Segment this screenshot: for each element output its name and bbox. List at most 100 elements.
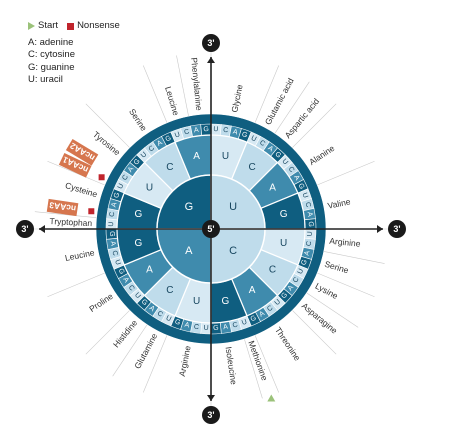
aa-ray — [85, 103, 130, 148]
aa-ray — [85, 310, 130, 355]
third-base-label: U — [113, 259, 121, 266]
second-base-label: A — [193, 151, 200, 162]
axis-arrow-icon — [377, 225, 383, 233]
third-base-label: G — [117, 268, 126, 276]
first-base-label: C — [229, 245, 237, 257]
third-base-label: A — [258, 310, 266, 319]
second-base-label: A — [146, 265, 153, 276]
amino-acid-label: Asparagine — [300, 301, 340, 336]
legend-start-label: Start — [38, 20, 59, 31]
axes: 3' 3' 3' 3' 5' — [16, 34, 406, 424]
markers — [88, 174, 276, 402]
third-base-label: G — [140, 298, 149, 307]
third-base-label: A — [121, 276, 130, 284]
amino-acid-label: Histidine — [111, 318, 140, 350]
second-base-label: G — [135, 209, 143, 220]
ncaa-tag-bg — [58, 153, 92, 178]
amino-acid-label: Phenylalanine — [189, 57, 204, 111]
third-base-label: C — [184, 128, 191, 136]
legend-base-guanine: G: guanine — [28, 61, 75, 73]
third-base-label: U — [117, 183, 125, 191]
second-base-label: C — [269, 265, 276, 276]
third-base-label: G — [108, 231, 115, 237]
amino-acid-label: Tryptophan — [49, 216, 92, 228]
second-base-label: U — [146, 182, 153, 193]
third-base-label: G — [250, 315, 258, 324]
third-base-label: U — [133, 292, 142, 300]
third-base-label: A — [109, 241, 117, 247]
amino-acid-label: Cysteine — [64, 180, 99, 199]
second-base-label: C — [248, 162, 255, 173]
third-base-label: A — [156, 139, 164, 148]
aa-ray — [47, 272, 105, 298]
amino-acid-label: Glycine — [229, 83, 244, 113]
second-base-label: G — [222, 296, 230, 307]
first-base-U — [210, 174, 266, 230]
third-base-label: A — [287, 284, 296, 292]
second-base-label: U — [280, 238, 287, 249]
first-base-label: U — [229, 201, 237, 213]
third-base-label: C — [306, 241, 314, 247]
axis-end-label: 3' — [207, 410, 214, 420]
amino-acid-label: Arginine — [329, 236, 361, 249]
third-base-label: C — [127, 284, 136, 292]
nonsense-square-icon — [67, 22, 75, 30]
third-base-label: G — [307, 221, 314, 227]
third-base-label: A — [232, 129, 239, 137]
axis-end-label: 3' — [207, 38, 214, 48]
aa-ray — [292, 103, 337, 148]
third-base-label: A — [127, 166, 136, 174]
second-base-label: C — [166, 285, 173, 296]
amino-acid-label: Threonine — [273, 325, 303, 363]
amino-acid-label: Alanine — [307, 143, 336, 167]
third-base-label: C — [148, 145, 156, 154]
amino-acid-label: Aspartic acid — [283, 96, 322, 140]
third-base-label: C — [258, 139, 266, 148]
third-base-label: A — [223, 324, 229, 332]
axis-end-label: 3' — [21, 224, 28, 234]
nonsense-marker-icon — [88, 208, 95, 215]
third-base-label: U — [307, 231, 314, 236]
third-base-label: A — [148, 305, 156, 314]
amino-acid-label: Methionine — [246, 339, 270, 382]
aa-ray — [317, 272, 375, 298]
third-base-label: C — [232, 322, 239, 330]
amino-acid-label: Serine — [127, 107, 149, 133]
axis-end-badge — [202, 34, 220, 52]
third-base-label: U — [108, 221, 115, 226]
third-base-label: C — [223, 127, 229, 135]
aa-ray — [112, 324, 148, 377]
third-base-label: A — [194, 127, 200, 135]
aa-ray — [244, 338, 263, 399]
amino-acid-label: Serine — [323, 259, 350, 276]
legend-base-cytosine: C: cytosine — [28, 49, 75, 60]
third-base-label: G — [164, 135, 172, 144]
ncaa-tag-bg — [46, 198, 79, 217]
axis-arrow-icon — [207, 57, 215, 63]
amino-acid-label: Isoleucine — [224, 346, 240, 386]
third-base-label: U — [297, 268, 305, 276]
second-base-label: A — [269, 182, 276, 193]
aa-ray — [254, 335, 280, 393]
third-base-label: G — [297, 182, 306, 190]
third-base-label: A — [111, 201, 119, 208]
aa-ray — [176, 55, 189, 117]
third-base-label: A — [184, 322, 191, 330]
amino-acid-label: Arginine — [177, 344, 193, 377]
axis-end-badge — [16, 220, 34, 238]
aa-ray — [142, 65, 168, 123]
second-base-label: G — [135, 238, 143, 249]
third-base-label: A — [306, 212, 314, 218]
third-base-label: G — [213, 325, 219, 332]
third-base-label: G — [273, 151, 282, 160]
amino-acid-label: Glutamic acid — [263, 76, 296, 126]
third-base-label: G — [280, 291, 289, 300]
second-base-label: C — [166, 162, 173, 173]
first-base-C — [210, 228, 266, 284]
third-base-label: U — [274, 298, 282, 307]
legend: Start Nonsense A: adenine C: cytosine G:… — [28, 20, 120, 87]
third-base-label: C — [121, 174, 130, 182]
third-base-label: U — [280, 158, 289, 166]
